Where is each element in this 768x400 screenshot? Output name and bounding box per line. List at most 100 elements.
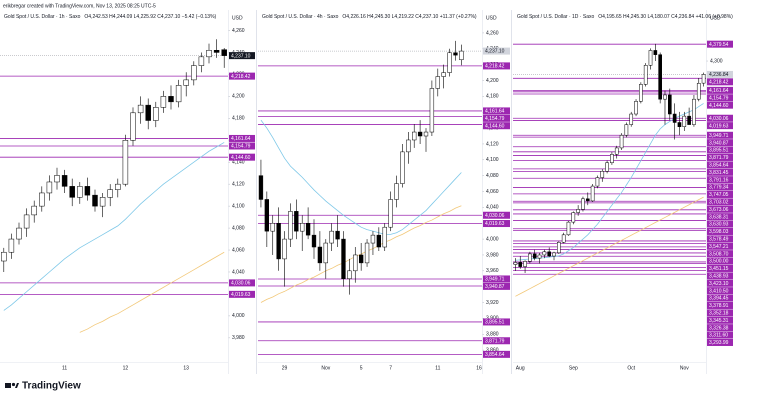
candle-body xyxy=(677,122,682,127)
price-label: 3,895.51 xyxy=(485,320,505,326)
price-label-bg xyxy=(707,161,733,169)
y-tick-label: 4,180 xyxy=(486,94,499,100)
candle-body xyxy=(459,50,464,61)
price-label: 4,019.63 xyxy=(485,221,505,227)
y-tick-label: 4,040 xyxy=(232,269,245,275)
candle-body xyxy=(542,251,547,256)
price-label: 4,030.06 xyxy=(485,213,505,219)
x-tick-label: Oct xyxy=(627,365,635,371)
price-label: 3,673.06 xyxy=(709,207,729,213)
y-tick-label: 3,980 xyxy=(232,335,245,341)
price-label-bg xyxy=(707,331,733,339)
price-label-bg xyxy=(483,122,510,130)
price-label-bg xyxy=(483,318,510,326)
candle-body xyxy=(561,234,566,243)
candle-body xyxy=(198,56,205,66)
y-tick-label: 4,200 xyxy=(232,94,245,100)
candle-body xyxy=(317,246,323,264)
x-tick-label: 11 xyxy=(62,365,67,371)
candle-body xyxy=(107,189,113,198)
price-label-bg xyxy=(707,190,733,198)
candle-body xyxy=(629,113,634,125)
price-label: 3,345.31 xyxy=(709,318,729,324)
price-label-bg xyxy=(229,279,255,287)
price-label: 4,237.10 xyxy=(485,49,505,55)
credit: erikbregar created with TradingView.com,… xyxy=(3,3,156,9)
candle-body xyxy=(115,183,121,190)
candles xyxy=(513,43,706,273)
price-label: 3,949.71 xyxy=(709,133,729,139)
candle-body xyxy=(581,198,585,210)
candle-body xyxy=(619,134,624,149)
moving-average xyxy=(515,103,704,261)
price-label-bg xyxy=(707,101,733,109)
candle-body xyxy=(276,222,281,260)
moving-average xyxy=(260,119,462,235)
candle-body xyxy=(576,209,580,213)
x-tick-label: Nov xyxy=(321,365,330,371)
levels xyxy=(513,43,706,275)
candle-body xyxy=(300,222,305,232)
price-label-bg xyxy=(483,337,510,345)
candle-body xyxy=(672,113,677,123)
candle-body xyxy=(547,251,552,257)
candle-body xyxy=(341,238,346,279)
price-label: 3,508.70 xyxy=(709,251,729,257)
price-label-bg xyxy=(483,114,510,122)
price-label: 3,547.21 xyxy=(709,244,729,250)
candle-body xyxy=(137,104,144,114)
price-label-bg xyxy=(707,235,733,243)
candle-body xyxy=(513,262,518,265)
candle-body xyxy=(692,98,696,125)
price-label-bg xyxy=(707,301,733,309)
chart-title: Gold Spot / U.S. Dollar · 4h · Saxo O4,22… xyxy=(262,14,477,20)
candle-body xyxy=(653,50,658,55)
candle-body xyxy=(358,254,364,264)
price-label: 3,871.79 xyxy=(709,155,729,161)
candle-body xyxy=(523,261,527,267)
price-label-bg xyxy=(707,78,733,86)
candle-body xyxy=(585,198,590,202)
price-label-bg xyxy=(229,153,255,161)
y-tick-label: 3,980 xyxy=(486,252,499,258)
title: Gold Spot / U.S. Dollar · 1D · Saxo xyxy=(517,14,594,20)
candle-body xyxy=(667,94,672,115)
chart-title: Gold Spot / U.S. Dollar · 1h · Saxo O4,24… xyxy=(4,14,217,20)
price-label-bg xyxy=(707,309,733,317)
candle-body xyxy=(423,131,429,137)
price-label: 4,030.06 xyxy=(231,281,251,287)
price-label: 4,161.64 xyxy=(485,109,505,115)
price-label: 3,326.38 xyxy=(709,325,729,331)
y-tick-label: 4,000 xyxy=(232,313,245,319)
candle-body xyxy=(394,183,399,200)
price-label: 4,218.42 xyxy=(485,64,505,70)
price-label: 4,218.42 xyxy=(231,74,251,80)
price-label: 3,578.49 xyxy=(709,237,729,243)
candle-body xyxy=(84,186,91,196)
price-label-bg xyxy=(707,176,733,184)
y-tick-label: 4,120 xyxy=(232,181,245,187)
price-label: 3,394.45 xyxy=(709,296,729,302)
price-label-bg xyxy=(707,324,733,332)
y-tick-label: 4,300 xyxy=(710,58,723,64)
y-tick-label: 3,860 xyxy=(486,347,499,353)
candles xyxy=(258,40,464,295)
candle-body xyxy=(294,211,299,232)
price-label-bg xyxy=(707,287,733,295)
price-label: 3,871.79 xyxy=(485,338,505,344)
price-label-bg xyxy=(707,183,733,191)
price-label: 3,451.15 xyxy=(709,266,729,272)
price-label: 3,940.87 xyxy=(485,284,505,290)
candle-body xyxy=(305,222,311,236)
price-label-bg xyxy=(483,62,510,70)
y-tick-label: 4,200 xyxy=(486,78,499,84)
candle-body xyxy=(648,50,653,66)
candle-body xyxy=(388,199,393,228)
x-tick-label: 29 xyxy=(282,365,288,371)
price-label-bg xyxy=(707,279,733,287)
currency: USD xyxy=(232,15,243,21)
candle-body xyxy=(160,96,167,108)
price-label: 4,144.60 xyxy=(485,123,505,129)
